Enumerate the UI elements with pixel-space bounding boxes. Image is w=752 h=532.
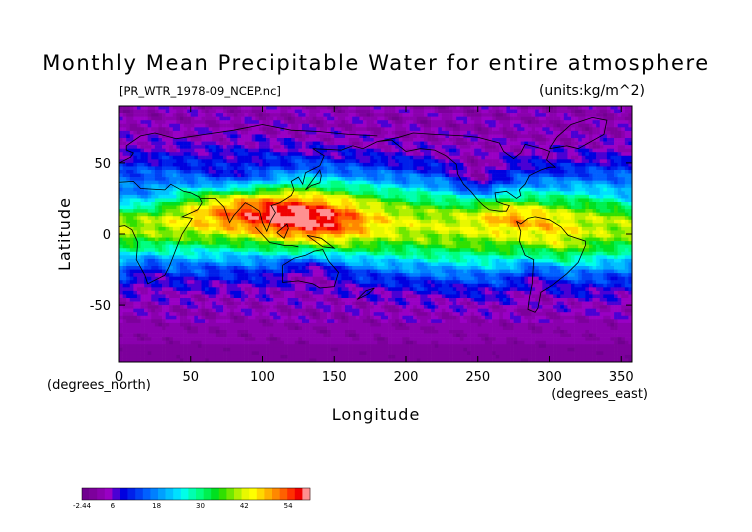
coastline xyxy=(282,249,339,289)
coastline xyxy=(305,169,322,191)
colorbar-swatch xyxy=(234,488,242,500)
colorbar-swatch xyxy=(127,488,136,500)
coastline xyxy=(119,180,203,285)
colorbar-swatch xyxy=(188,488,197,500)
coastline xyxy=(200,141,378,233)
colorbar-swatch xyxy=(135,488,144,500)
chart-title: Monthly Mean Precipitable Water for enti… xyxy=(42,51,710,75)
colorbar-tick-label: 6 xyxy=(111,502,116,510)
coastline xyxy=(549,116,608,150)
colorbar-swatch xyxy=(249,488,258,500)
colorbar-swatch xyxy=(180,488,189,500)
y-axis: -50 0 50 xyxy=(90,157,632,314)
colorbar-swatch xyxy=(203,488,212,500)
colorbar-swatch xyxy=(97,488,106,500)
colorbar: -2.44 6 18 30 42 54 xyxy=(73,487,311,510)
coastline xyxy=(377,132,557,212)
colorbar-tick-label: 54 xyxy=(284,502,293,510)
x-tick-label: 50 xyxy=(182,370,199,385)
colorbar-swatch xyxy=(82,488,90,500)
colorbar-tick-label: 30 xyxy=(196,502,205,510)
colorbar-swatch xyxy=(294,488,303,500)
y-tick-label: 50 xyxy=(94,157,111,172)
coastline xyxy=(356,287,375,300)
colorbar-swatch xyxy=(226,488,235,500)
colorbar-swatch xyxy=(158,488,166,500)
x-tick-label: 100 xyxy=(250,370,275,385)
x-tick-label: 150 xyxy=(322,370,347,385)
coastline xyxy=(276,223,289,239)
x-tick-label: 300 xyxy=(537,370,562,385)
colorbar-swatch xyxy=(120,488,128,500)
coastline xyxy=(255,226,299,248)
x-tick-label: 350 xyxy=(609,370,634,385)
colorbar-swatch xyxy=(150,488,159,500)
colorbar-swatch xyxy=(272,488,280,500)
colorbar-swatch xyxy=(211,488,220,500)
x-tick-label: 200 xyxy=(394,370,419,385)
colorbar-swatch xyxy=(279,488,288,500)
x-tick-label: 0 xyxy=(115,370,123,385)
colorbar-swatch xyxy=(173,488,182,500)
y-tick-label: -50 xyxy=(90,299,111,314)
heatmap-cells xyxy=(119,106,632,362)
colorbar-swatch xyxy=(165,488,174,500)
y-tick-label: 0 xyxy=(103,228,111,243)
colorbar-tick-label: -2.44 xyxy=(73,502,92,510)
x-unit-label: (degrees_east) xyxy=(551,387,648,402)
colorbar-swatch xyxy=(112,488,121,500)
colorbar-swatch xyxy=(104,488,113,500)
colorbar-tick-label: 42 xyxy=(240,502,249,510)
coastline xyxy=(306,235,336,249)
source-file-label: [PR_WTR_1978-09_NCEP.nc] xyxy=(119,84,281,98)
y-unit-label: (degrees_north) xyxy=(47,378,151,393)
colorbar-swatch xyxy=(196,488,204,500)
colorbar-swatch xyxy=(287,488,296,500)
colorbar-swatch xyxy=(218,488,227,500)
coastline xyxy=(119,124,378,164)
x-axis: 0 50 100 150 200 250 300 350 xyxy=(115,106,634,385)
coastlines xyxy=(119,116,608,313)
colorbar-swatch xyxy=(302,488,311,500)
colorbar-swatch xyxy=(256,488,265,500)
colorbar-swatch xyxy=(264,488,273,500)
colorbar-frame xyxy=(81,487,311,501)
units-label: (units:kg/m^2) xyxy=(539,83,645,99)
colorbar-tick-label: 18 xyxy=(152,502,161,510)
x-axis-title: Longitude xyxy=(332,405,421,424)
y-axis-title: Latitude xyxy=(55,197,74,271)
colorbar-swatch xyxy=(241,488,250,500)
colorbar-swatch xyxy=(142,488,151,500)
colorbar-swatch xyxy=(89,488,98,500)
x-tick-label: 250 xyxy=(465,370,490,385)
coastline xyxy=(516,216,586,313)
